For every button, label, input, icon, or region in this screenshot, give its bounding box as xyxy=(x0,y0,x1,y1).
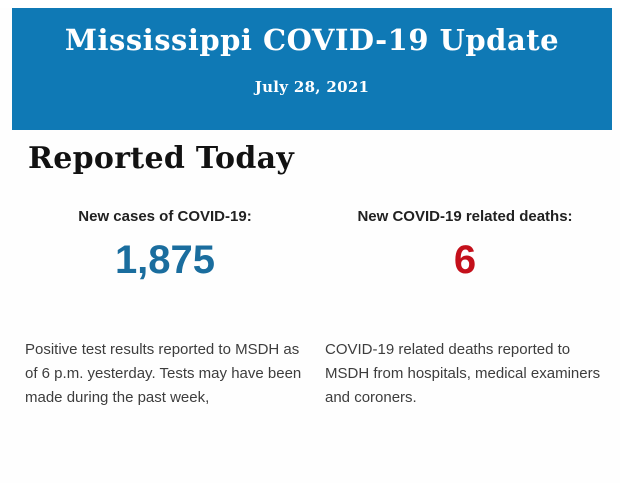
stat-label-new-deaths: New COVID-19 related deaths: xyxy=(357,208,573,225)
stat-new-deaths: New COVID-19 related deaths: 6 COVID-19 … xyxy=(325,208,605,410)
stat-value-new-cases: 1,875 xyxy=(114,238,216,282)
page-title: Mississippi COVID-19 Update xyxy=(64,23,560,57)
header-banner: Mississippi COVID-19 Update July 28, 202… xyxy=(12,8,612,130)
stats-row: New cases of COVID-19: 1,875 Positive te… xyxy=(25,208,620,410)
stat-new-cases: New cases of COVID-19: 1,875 Positive te… xyxy=(25,208,305,410)
stat-value-new-deaths: 6 xyxy=(453,238,477,282)
section-heading: Reported Today xyxy=(28,141,295,176)
date-text: July 28, 2021 xyxy=(254,78,370,96)
stat-description-new-cases: Positive test results reported to MSDH a… xyxy=(25,341,302,406)
report-section: Reported Today New cases of COVID-19: 1,… xyxy=(0,130,620,410)
stat-label-new-cases: New cases of COVID-19: xyxy=(78,208,252,225)
covid-update-newsletter: Mississippi COVID-19 Update July 28, 202… xyxy=(0,8,620,483)
stat-description-new-deaths: COVID-19 related deaths reported to MSDH… xyxy=(325,341,601,406)
